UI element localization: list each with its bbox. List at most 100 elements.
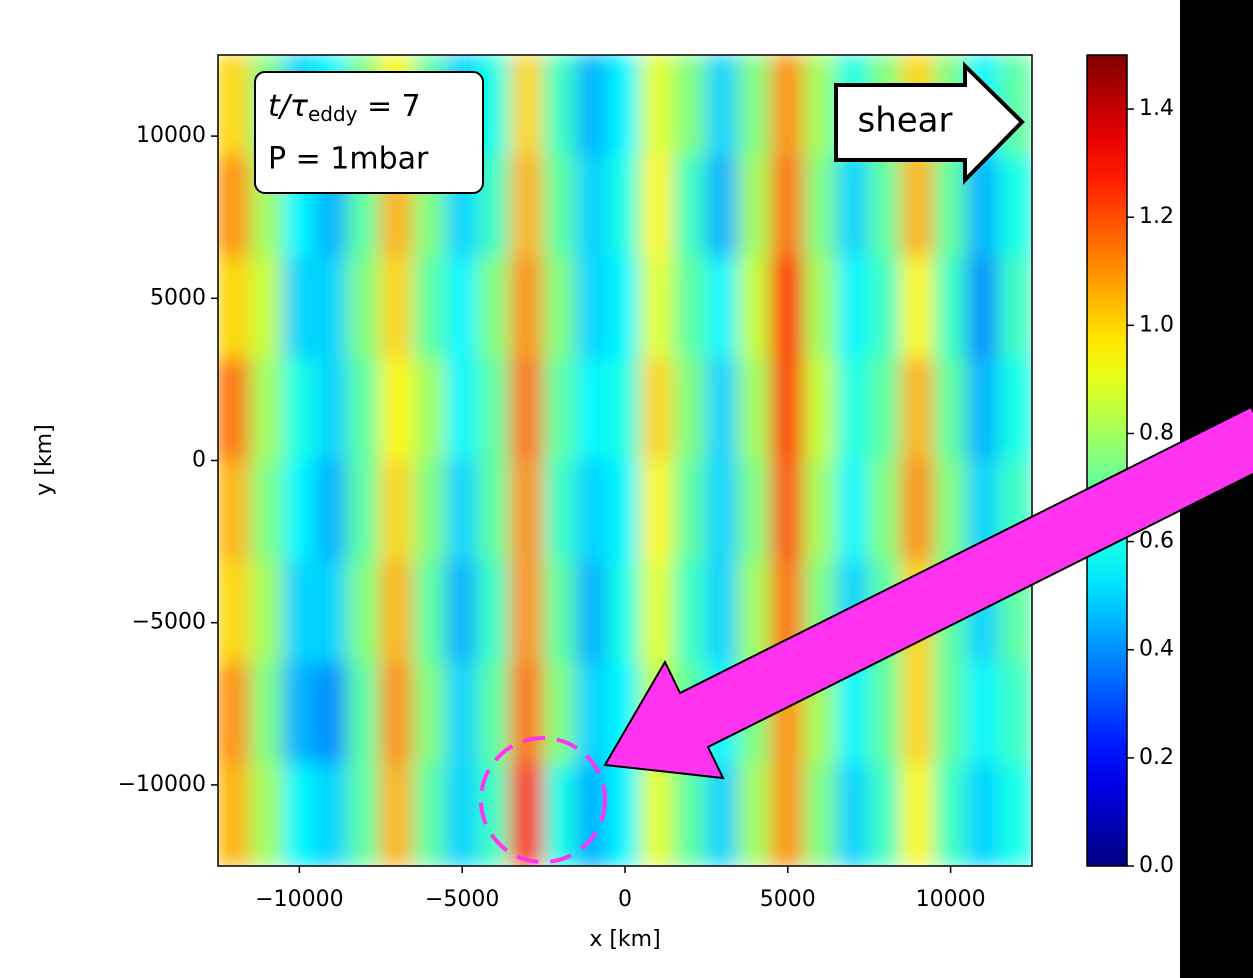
- cell: [282, 358, 317, 462]
- x-tick-label: 5000: [760, 887, 816, 912]
- colorbar-tick-label: 0.4: [1139, 637, 1174, 662]
- cell: [933, 662, 968, 766]
- cell: [640, 459, 675, 563]
- cell: [998, 763, 1032, 866]
- cell: [835, 155, 871, 259]
- cell: [868, 459, 903, 563]
- cell: [640, 55, 675, 158]
- cell: [542, 459, 578, 563]
- y-axis-label: y [km]: [32, 424, 57, 495]
- cell: [737, 55, 773, 158]
- cell: [347, 256, 382, 361]
- cell: [444, 358, 480, 462]
- shear-label: shear: [858, 101, 953, 141]
- colorbar-tick-label: 1.2: [1139, 204, 1174, 229]
- cell: [933, 155, 968, 259]
- cell: [282, 256, 317, 361]
- time-main: t/τ: [268, 89, 309, 124]
- cell: [835, 459, 871, 563]
- cell: [314, 560, 350, 665]
- cell: [379, 256, 415, 361]
- cell: [770, 155, 806, 259]
- cell: [672, 155, 708, 259]
- cell: [249, 763, 285, 866]
- colorbar-tick-label: 0.0: [1139, 853, 1174, 878]
- cell: [868, 662, 903, 766]
- cell: [640, 256, 675, 361]
- cell: [737, 763, 773, 866]
- cell: [672, 55, 708, 158]
- cell: [933, 763, 968, 866]
- cell: [510, 358, 545, 462]
- cell: [444, 256, 480, 361]
- cell: [510, 662, 545, 766]
- colorbar-tick-label: 0.2: [1139, 745, 1174, 770]
- cell: [477, 459, 513, 563]
- cell: [575, 459, 610, 563]
- cell: [737, 256, 773, 361]
- cell: [412, 256, 447, 361]
- cell: [965, 358, 1001, 462]
- cell: [314, 256, 350, 361]
- cell: [412, 459, 447, 563]
- cell: [218, 55, 252, 158]
- cell: [770, 459, 806, 563]
- cell: [803, 459, 838, 563]
- x-tick-label: −10000: [255, 887, 343, 912]
- cell: [705, 763, 740, 866]
- cell: [347, 358, 382, 462]
- cell: [900, 256, 936, 361]
- cell: [282, 560, 317, 665]
- cell: [835, 358, 871, 462]
- cell: [218, 155, 252, 259]
- cell: [542, 55, 578, 158]
- cell: [640, 560, 675, 665]
- y-tick-label: 5000: [150, 285, 206, 310]
- cell: [607, 256, 643, 361]
- y-tick-label: −5000: [132, 610, 206, 635]
- cell: [803, 763, 838, 866]
- pointer-arrow: [603, 405, 1253, 780]
- cell: [412, 358, 447, 462]
- y-tick-label: −10000: [118, 772, 206, 797]
- colorbar-tick-label: 0.8: [1139, 420, 1174, 445]
- time-value: = 7: [357, 89, 420, 124]
- cell: [444, 459, 480, 563]
- cell: [249, 560, 285, 665]
- cell: [510, 763, 545, 866]
- cell: [737, 459, 773, 563]
- cell: [965, 662, 1001, 766]
- cell: [672, 459, 708, 563]
- cell: [607, 763, 643, 866]
- cell: [314, 662, 350, 766]
- cell: [835, 256, 871, 361]
- cell: [379, 358, 415, 462]
- cell: [640, 155, 675, 259]
- cell: [282, 459, 317, 563]
- cell: [737, 155, 773, 259]
- colorbar-tick-label: 1.0: [1139, 312, 1174, 337]
- cell: [542, 155, 578, 259]
- cell: [249, 358, 285, 462]
- cell: [575, 256, 610, 361]
- cell: [249, 662, 285, 766]
- cell: [412, 763, 447, 866]
- y-tick-label: 10000: [136, 123, 206, 148]
- cell: [705, 155, 740, 259]
- cell: [803, 155, 838, 259]
- cell: [607, 155, 643, 259]
- cell: [282, 763, 317, 866]
- cell: [444, 662, 480, 766]
- cell: [379, 763, 415, 866]
- cell: [998, 155, 1032, 259]
- cell: [933, 459, 968, 563]
- time-label: t/τeddy = 7: [268, 89, 421, 126]
- colorbar-tick-label: 0.6: [1139, 529, 1174, 554]
- cell: [737, 560, 773, 665]
- cell: [998, 358, 1032, 462]
- cell: [835, 763, 871, 866]
- cell: [347, 459, 382, 563]
- cell: [218, 763, 252, 866]
- cell: [737, 358, 773, 462]
- cell: [412, 560, 447, 665]
